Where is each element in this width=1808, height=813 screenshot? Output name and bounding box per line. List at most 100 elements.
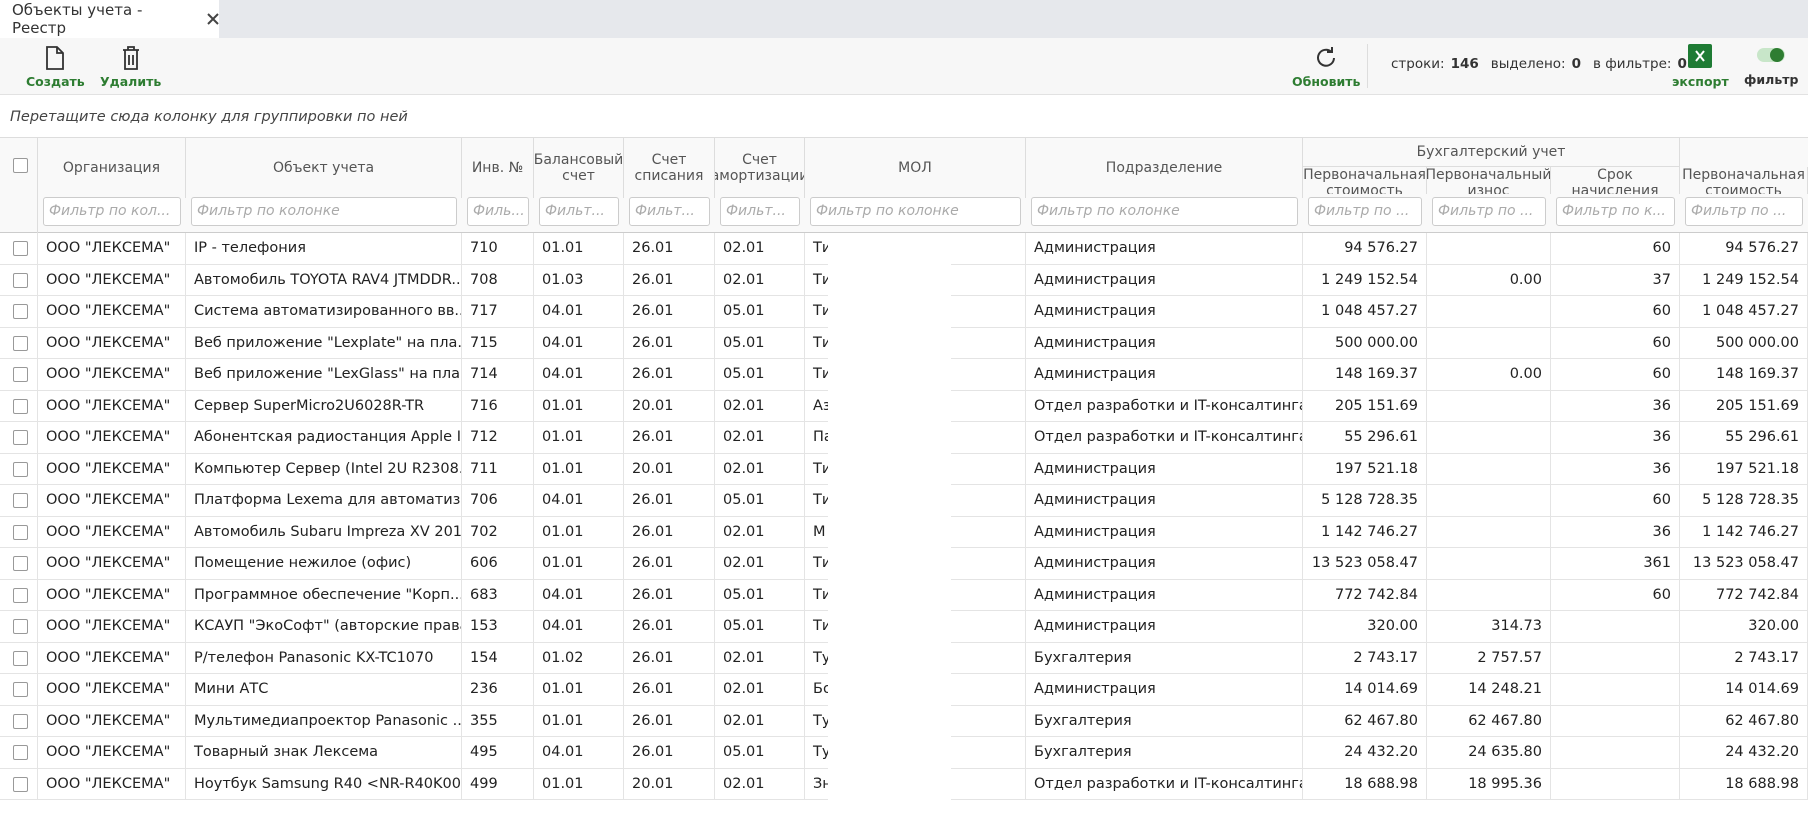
cell: 2 757.57 [1427,642,1551,674]
row-checkbox[interactable] [13,650,28,666]
cell: 02.01 [715,453,805,485]
cell: ООО "ЛЕКСЕМА" [38,327,186,359]
row-checkbox[interactable] [13,619,28,634]
row-checkbox[interactable] [13,556,28,571]
cell: Ти [805,296,1026,327]
column-header: Подразделение [1026,138,1303,198]
cell: 495 [462,737,534,768]
cell: 24 432.20 [1303,737,1427,768]
cell [6,579,38,611]
cell: 02.01 [715,516,805,548]
cell: 13 523 058.47 [1303,548,1427,579]
delete-icon [122,46,139,70]
table-row[interactable]: ООО "ЛЕКСЕМА" Мультимедиапроектор Panason… [0,705,1808,737]
cell: Па [805,422,1026,453]
row-checkbox[interactable] [13,304,28,319]
cell: 26.01 [624,327,715,359]
cell: Мини АТС [186,674,462,705]
cell [1427,327,1551,359]
cell [6,674,38,705]
cell: 0.00 [1427,264,1551,296]
cell: Автомобиль TOYOTA RAV4 JTMDDR... [186,264,462,296]
cell: ООО "ЛЕКСЕМА" [38,768,186,800]
column-filter[interactable]: Фильтр по ... [1685,197,1803,226]
column-filter[interactable]: Филь... [467,197,529,226]
delete-button[interactable]: Удалить [100,46,161,89]
column-filter[interactable]: Фильтр по к... [1556,197,1675,226]
column-filter[interactable]: Фильтр по колонке [810,197,1021,226]
column-filter[interactable]: Фильт... [720,197,800,226]
column-filter[interactable]: Фильтр по колонке [1031,197,1298,226]
cell: Бухгалтерия [1026,737,1303,768]
table-row[interactable]: ООО "ЛЕКСЕМА" Ноутбук Samsung R40 <NR-R40… [0,768,1808,800]
cell: 01.01 [534,516,624,548]
table-row[interactable]: ООО "ЛЕКСЕМА" Автомобиль TOYOTA RAV4 JTMD… [0,264,1808,296]
row-checkbox[interactable] [13,461,28,477]
cell [1551,642,1680,674]
table-body: ООО "ЛЕКСЕМА" IP - телефония 710 01.01 26.01… [0,233,1808,813]
table-row[interactable]: ООО "ЛЕКСЕМА" IP - телефония 710 01.01 26.01… [0,233,1808,265]
cell: 26.01 [624,705,715,737]
cell: 05.01 [715,327,805,359]
cell: 702 [462,516,534,548]
create-button[interactable]: Создать [26,46,85,89]
table-row[interactable]: ООО "ЛЕКСЕМА" КСАУП "ЭкоСофт" (авторские … [0,611,1808,643]
cell: Администрация [1026,516,1303,548]
filter-toggle[interactable]: фильтр [1744,46,1798,87]
column-header: Первоначальная стоимость [1680,167,1808,194]
cell: 361 [1551,548,1680,579]
toggle-icon [1757,48,1786,62]
row-checkbox[interactable] [13,430,28,445]
row-checkbox[interactable] [13,745,28,760]
refresh-button[interactable]: Обновить [1292,46,1360,89]
row-checkbox[interactable] [13,587,28,603]
column-filter[interactable]: Фильтр по кол... [43,197,181,226]
refresh-icon [1317,47,1336,67]
row-checkbox[interactable] [13,241,28,256]
cell: 320.00 [1303,611,1427,642]
cell: 60 [1551,233,1680,264]
column-header: Объект учета [186,138,462,198]
column-filter[interactable]: Фильтр по колонке [191,197,457,226]
row-checkbox[interactable] [13,398,28,414]
cell: 148 169.37 [1680,359,1808,390]
cell: Мультимедиапроектор Panasonic ... [186,705,462,737]
column-filter[interactable]: Фильт... [539,197,619,226]
cell [1551,768,1680,800]
row-checkbox[interactable] [13,493,28,508]
cell: 18 688.98 [1303,768,1427,800]
row-checkbox[interactable] [13,524,28,540]
row-checkbox[interactable] [13,713,28,729]
tab[interactable]: Объекты учета - Реестр [0,0,219,38]
cell: Ти [805,453,1026,485]
cell: 05.01 [715,296,805,327]
cell: 26.01 [624,642,715,674]
cell: 5 128 728.35 [1303,485,1427,516]
row-checkbox[interactable] [13,682,28,697]
cell: Ти [805,611,1026,642]
row-checkbox[interactable] [13,272,28,288]
export-button[interactable]: экспорт [1672,44,1729,89]
close-icon[interactable] [206,12,219,26]
cell: ООО "ЛЕКСЕМА" [38,264,186,296]
row-checkbox[interactable] [13,335,28,351]
cell: 0.00 [1427,359,1551,390]
column-header: МОЛ [805,138,1026,198]
cell: 2 743.17 [1303,642,1427,674]
cell: 772 742.84 [1303,579,1427,611]
cell: 02.01 [715,768,805,800]
row-checkbox[interactable] [13,776,28,792]
table-row[interactable]: ООО "ЛЕКСЕМА" Мини АТС 236 01.01 26.01 02.01 Б… [0,674,1808,706]
column-filter[interactable]: Фильтр по ... [1308,197,1422,226]
cell: 1 142 746.27 [1303,516,1427,548]
filtered-count: 0 [1677,56,1687,72]
cell: 55 296.61 [1680,422,1808,453]
cell [6,768,38,800]
column-filter[interactable]: Фильт... [629,197,710,226]
header-checkbox[interactable] [13,158,28,173]
cell: 05.01 [715,579,805,611]
column-filter[interactable]: Фильтр по ... [1432,197,1546,226]
cell [1427,548,1551,579]
row-checkbox[interactable] [13,367,28,382]
cell [6,548,38,579]
